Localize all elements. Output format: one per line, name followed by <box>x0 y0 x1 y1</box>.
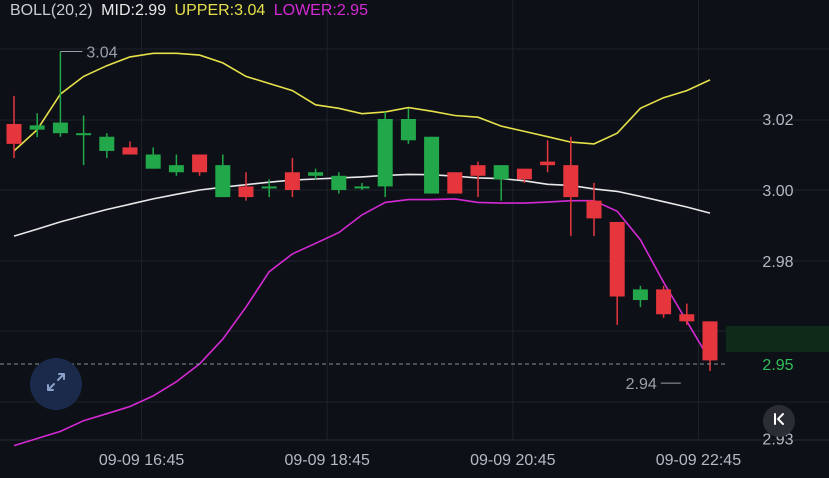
y-tick-label: 3.00 <box>762 183 793 200</box>
legend-lower: LOWER:2.95 <box>273 2 368 19</box>
bollinger-bands <box>13 52 711 447</box>
candle-body <box>447 172 463 194</box>
candle-up <box>377 111 393 198</box>
lower-band-line <box>13 198 711 447</box>
candle-body <box>493 165 509 180</box>
x-tick-label: 09-09 20:45 <box>470 452 556 469</box>
candle-body <box>6 123 22 144</box>
y-tick-label: 2.93 <box>762 432 793 449</box>
legend-mid: MID:2.99 <box>101 2 167 19</box>
candle-body <box>470 165 486 176</box>
candle-down <box>238 172 254 201</box>
candle-down <box>516 168 532 183</box>
candle-down <box>284 158 300 198</box>
candle-body <box>168 165 184 173</box>
candle-up <box>76 115 92 166</box>
candle-down <box>540 140 556 173</box>
candle-body <box>284 172 300 190</box>
candle-down <box>586 182 602 237</box>
x-tick-label: 09-09 16:45 <box>99 452 185 469</box>
candle-up <box>215 154 231 198</box>
candle-body <box>563 165 579 198</box>
candle-body <box>122 147 138 155</box>
candle-body <box>400 119 416 141</box>
candle-body <box>609 221 625 297</box>
x-tick-label: 09-09 18:45 <box>284 452 370 469</box>
collapse-left-icon <box>771 411 787 432</box>
candle-body <box>99 136 115 151</box>
candle-up <box>331 172 347 194</box>
candle-body <box>29 125 45 130</box>
candle-up <box>168 154 184 176</box>
candle-down <box>609 221 625 325</box>
candle-down <box>679 303 695 325</box>
candle-body <box>632 289 648 301</box>
candle-down <box>122 141 138 155</box>
grid-lines <box>0 0 829 441</box>
candle-down <box>6 95 22 159</box>
candle-down <box>563 136 579 237</box>
candle-down <box>192 154 208 176</box>
candle-up <box>308 168 324 180</box>
indicator-legend: BOLL(20,2) MID:2.99 UPPER:3.04 LOWER:2.9… <box>10 2 372 20</box>
candle-down <box>656 285 672 318</box>
candles <box>6 51 718 372</box>
legend-upper: UPPER:3.04 <box>174 2 266 19</box>
candle-up <box>424 136 440 194</box>
candle-body <box>516 168 532 180</box>
candle-body <box>261 186 277 189</box>
high-annotation-label: 3.04 <box>86 45 117 62</box>
y-tick-label: 2.98 <box>762 254 793 271</box>
current-price-label: 2.95 <box>762 357 793 374</box>
candle-up <box>400 108 416 144</box>
candle-body <box>424 136 440 194</box>
candle-body <box>354 186 370 189</box>
candle-body <box>76 133 92 136</box>
upper-band-line <box>13 52 711 152</box>
y-tick-label: 3.02 <box>762 112 793 129</box>
x-tick-label: 09-09 22:45 <box>656 452 742 469</box>
candle-up <box>354 182 370 190</box>
candle-up <box>261 179 277 198</box>
candle-body <box>52 122 68 134</box>
candle-body <box>377 119 393 187</box>
candle-body <box>331 175 347 190</box>
candle-body <box>308 172 324 176</box>
axis-labels: 3.02 3.00 2.98 2.93 2.95 09-09 16:45 09-09 18:… <box>0 45 794 469</box>
candle-body <box>238 186 254 198</box>
candle-up <box>52 51 68 137</box>
candle-body <box>702 321 718 361</box>
candle-body <box>656 289 672 315</box>
candle-body <box>192 154 208 173</box>
candle-down <box>470 161 486 198</box>
candle-up <box>493 165 509 201</box>
candle-down <box>702 321 718 372</box>
low-annotation-label: 2.94 <box>626 376 657 393</box>
candle-up <box>99 133 115 159</box>
expand-button[interactable] <box>30 358 82 410</box>
candle-up <box>632 285 648 308</box>
candle-body <box>215 165 231 198</box>
candle-up <box>145 147 161 169</box>
candle-body <box>540 161 556 166</box>
candle-down <box>447 172 463 194</box>
legend-boll: BOLL(20,2) <box>10 2 93 19</box>
current-price-tag <box>726 326 829 352</box>
candle-body <box>586 200 602 219</box>
scroll-to-latest-button[interactable] <box>763 405 795 437</box>
candle-body <box>145 154 161 169</box>
candle-up <box>29 113 45 138</box>
expand-icon <box>44 370 68 399</box>
candle-body <box>679 314 695 322</box>
